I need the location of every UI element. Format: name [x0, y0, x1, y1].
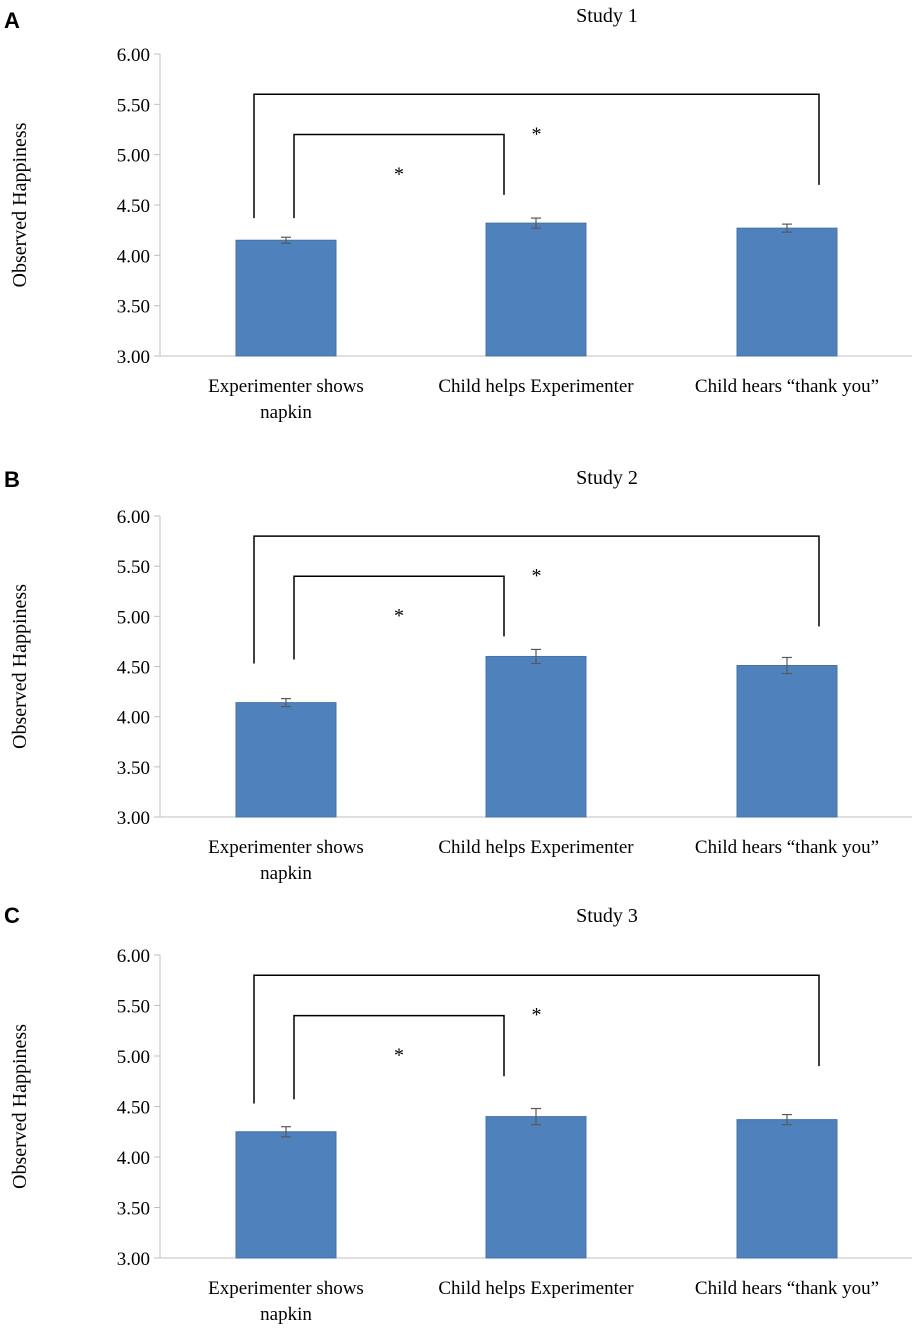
x-tick-label: Child hears “thank you”: [695, 837, 879, 858]
y-tick-label: 4.50: [117, 658, 150, 679]
bar: [485, 222, 587, 357]
x-tick-label: Child hears “thank you”: [695, 376, 879, 397]
y-tick-label: 4.00: [117, 1148, 150, 1169]
significance-bracket: [293, 133, 505, 219]
significance-star: *: [394, 605, 404, 627]
x-tick-label: Child helps Experimenter: [438, 837, 634, 858]
y-tick-label: 6.00: [117, 507, 150, 528]
y-axis-label: Observed Happiness: [9, 584, 31, 749]
bar: [485, 655, 587, 818]
y-tick-label: 5.00: [117, 146, 150, 167]
panel-letter: B: [4, 467, 20, 492]
significance-star: *: [532, 123, 542, 145]
bar: [736, 664, 838, 818]
significance-bracket: [253, 535, 820, 664]
y-tick-label: 4.00: [117, 708, 150, 729]
bar: [235, 239, 337, 357]
bar: [235, 1131, 337, 1259]
chart-panel-a: A Study 1 Observed Happiness 3.00 3.50 4.00 4.…: [4, 5, 912, 423]
y-tick-label: 4.50: [117, 1098, 150, 1119]
y-tick-label: 3.50: [117, 297, 150, 318]
significance-bracket: [253, 974, 820, 1104]
y-tick-label: 5.50: [117, 557, 150, 578]
y-tick-label: 5.50: [117, 95, 150, 116]
y-tick-label: 3.50: [117, 1199, 150, 1220]
significance-star: *: [394, 1045, 404, 1067]
bar: [235, 702, 337, 818]
bar: [736, 1119, 838, 1259]
x-tick-label: napkin: [260, 863, 312, 884]
y-tick-label: 6.00: [117, 946, 150, 967]
x-tick-label: Experimenter shows: [208, 376, 364, 397]
x-tick-label: Experimenter shows: [208, 1278, 364, 1299]
y-tick-label: 3.50: [117, 758, 150, 779]
panel-letter: C: [4, 903, 20, 928]
y-axis-label: Observed Happiness: [9, 1024, 31, 1189]
chart-title: Study 1: [576, 5, 638, 27]
chart-panel-b: B Study 2 Observed Happiness 3.00 3.50 4.00 4.…: [4, 467, 912, 884]
y-tick-label: 4.50: [117, 196, 150, 217]
bar: [736, 227, 838, 357]
significance-star: *: [394, 164, 404, 186]
bar: [485, 1116, 587, 1259]
x-tick-label: Experimenter shows: [208, 837, 364, 858]
x-tick-label: napkin: [260, 402, 312, 423]
x-tick-label: Child hears “thank you”: [695, 1278, 879, 1299]
significance-bracket: [293, 1014, 505, 1100]
y-tick-label: 3.00: [117, 347, 150, 368]
y-tick-label: 4.00: [117, 246, 150, 267]
significance-bracket: [293, 575, 505, 660]
panel-letter: A: [4, 8, 20, 33]
y-tick-label: 5.50: [117, 997, 150, 1018]
x-tick-label: Child helps Experimenter: [438, 376, 634, 397]
significance-bracket: [253, 93, 820, 219]
y-tick-label: 5.00: [117, 607, 150, 628]
x-tick-label: Child helps Experimenter: [438, 1278, 634, 1299]
y-axis-label: Observed Happiness: [9, 122, 31, 287]
x-tick-label: napkin: [260, 1304, 312, 1325]
chart-panel-c: C Study 3 Observed Happiness 3.00 3.50 4.00 4.…: [4, 903, 912, 1325]
chart-title: Study 2: [576, 467, 638, 489]
y-tick-label: 3.00: [117, 808, 150, 829]
chart-title: Study 3: [576, 905, 638, 927]
significance-star: *: [532, 565, 542, 587]
y-tick-label: 5.00: [117, 1047, 150, 1068]
y-tick-label: 3.00: [117, 1249, 150, 1270]
significance-star: *: [532, 1004, 542, 1026]
y-tick-label: 6.00: [117, 45, 150, 66]
